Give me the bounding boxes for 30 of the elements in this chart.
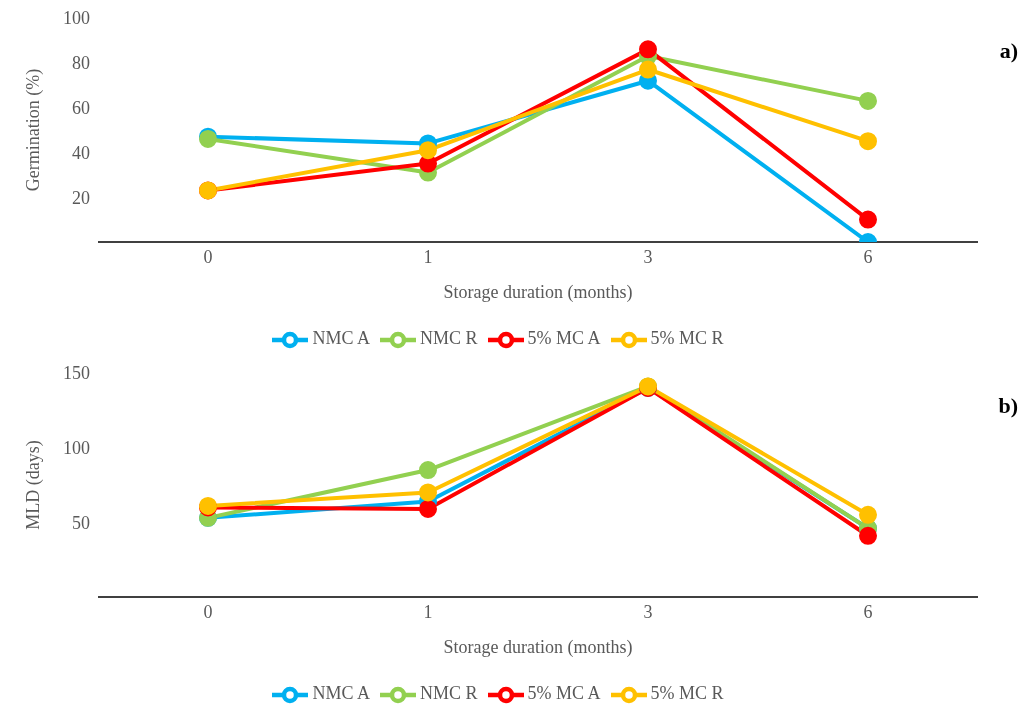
y-tick-label: 100 — [63, 438, 90, 459]
legend-label: NMC R — [419, 328, 478, 349]
x-tick-label: 3 — [643, 601, 653, 622]
y-tick-label: 150 — [63, 363, 90, 384]
x-axis-title: Storage duration (months) — [443, 637, 633, 658]
x-axis-title: Storage duration (months) — [443, 282, 633, 303]
x-tick-label: 1 — [423, 601, 433, 622]
x-tick-label: 6 — [863, 246, 873, 267]
x-tick-label: 3 — [643, 246, 653, 267]
x-tick-label: 0 — [203, 246, 213, 267]
legend-label: NMC R — [419, 683, 478, 704]
y-tick-label: 80 — [72, 53, 90, 74]
y-tick-label: 50 — [72, 512, 90, 533]
legend-label: 5% MC A — [527, 328, 601, 349]
y-tick-label: 100 — [63, 8, 90, 29]
x-tick-label: 6 — [863, 601, 873, 622]
text: b) — [998, 393, 1018, 419]
legend-label: NMC A — [312, 328, 370, 349]
y-tick-label: 60 — [72, 97, 90, 118]
y-axis-title: Germination (%) — [23, 68, 45, 192]
legend-label: 5% MC R — [650, 328, 724, 349]
x-tick-label: 0 — [203, 601, 213, 622]
y-tick-label: 20 — [72, 187, 90, 208]
text: a) — [999, 38, 1018, 64]
legend-label: 5% MC R — [650, 683, 724, 704]
y-axis-title: MLD (days) — [23, 440, 45, 530]
y-tick-label: 40 — [72, 142, 90, 163]
legend-label: NMC A — [312, 683, 370, 704]
x-tick-label: 1 — [423, 246, 433, 267]
legend-label: 5% MC A — [527, 683, 601, 704]
